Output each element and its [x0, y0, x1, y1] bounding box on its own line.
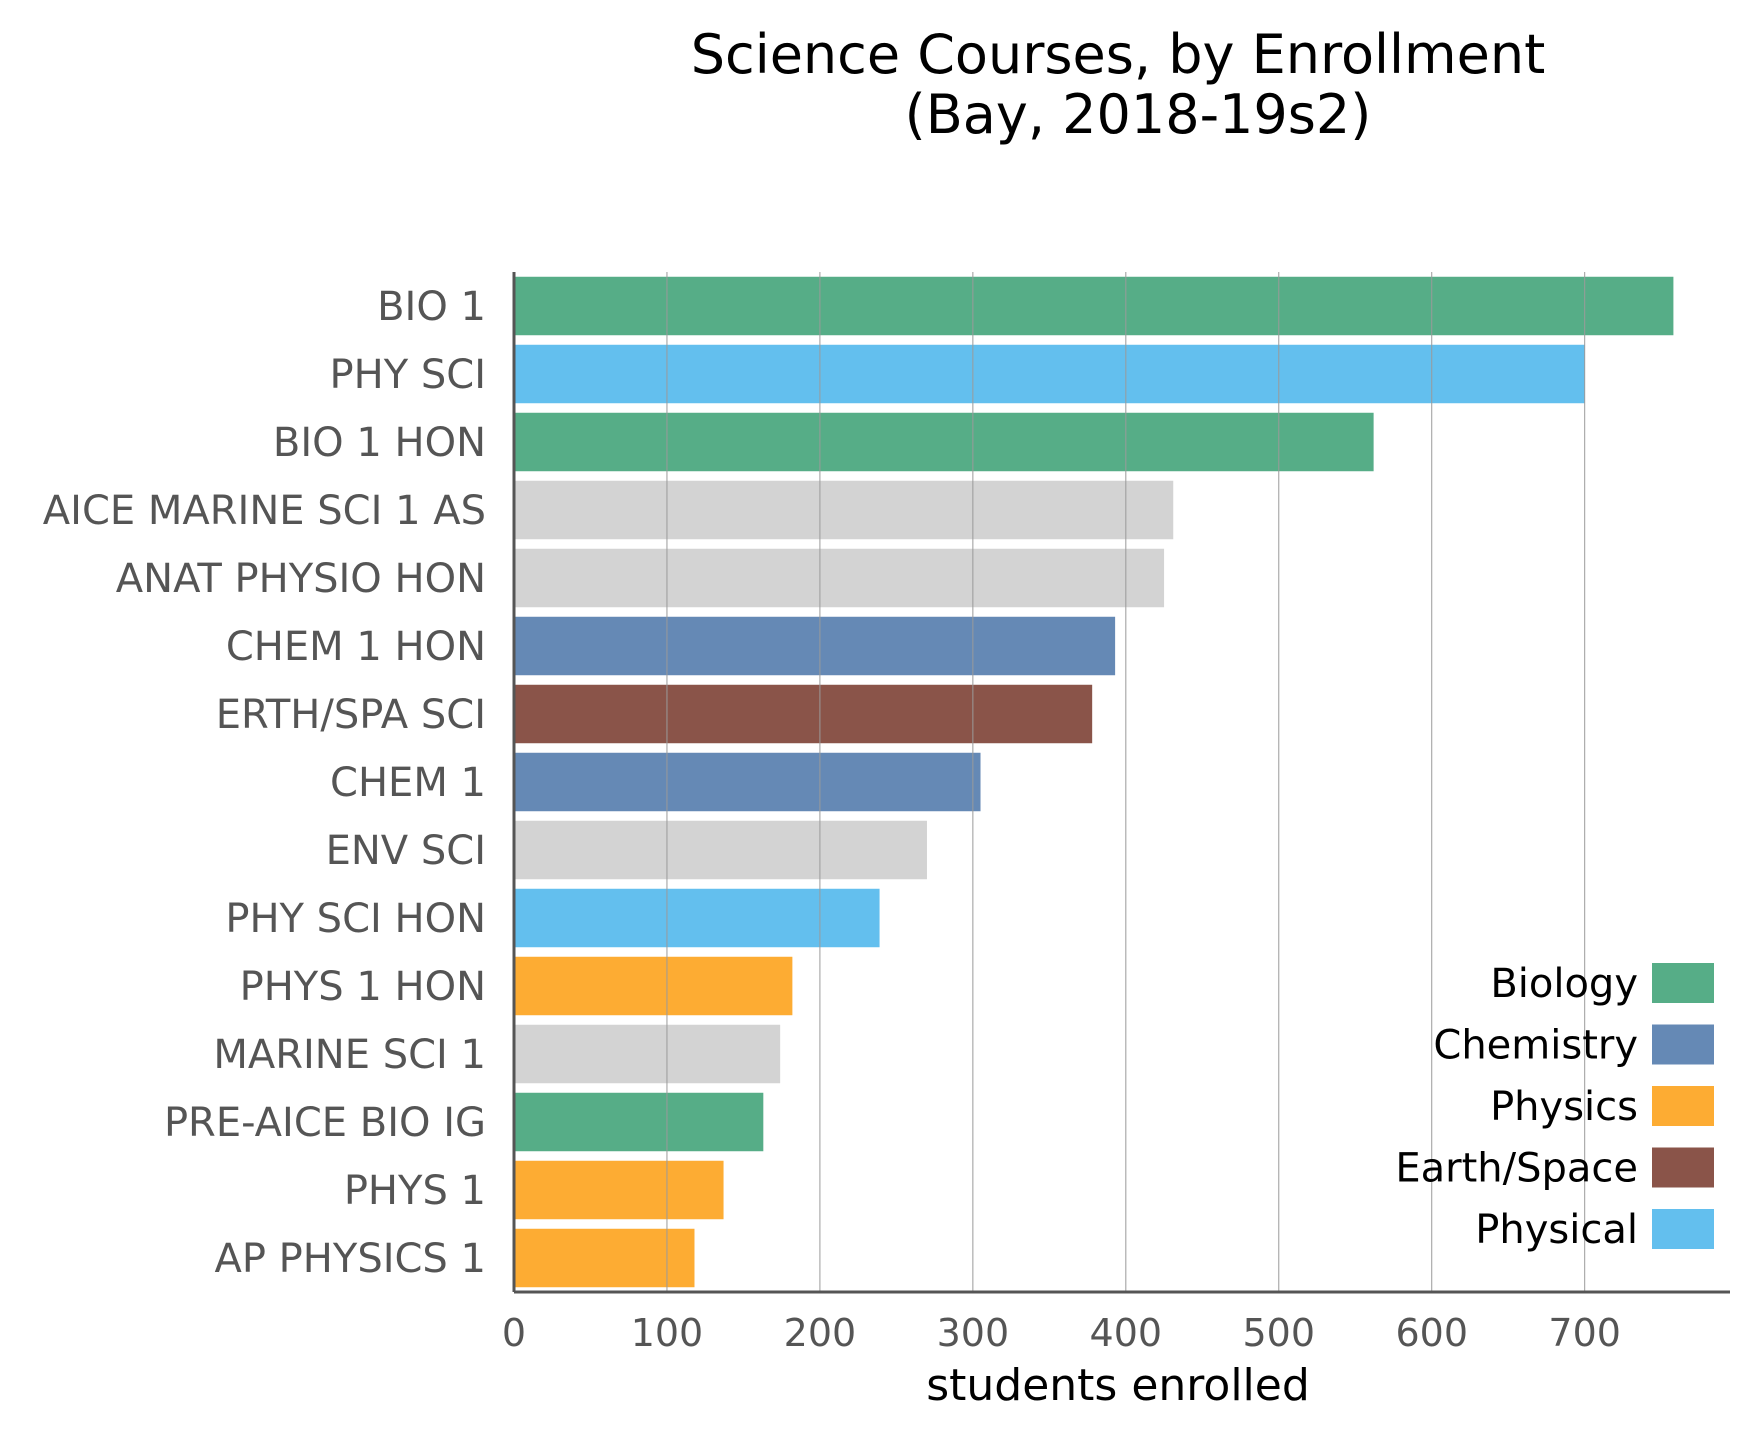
bar-chem-1-hon	[514, 616, 1116, 676]
bar-aice-marine-sci-1-as	[514, 480, 1174, 540]
bar-env-sci	[514, 820, 927, 880]
x-tick-label-500: 500	[1243, 1311, 1316, 1355]
legend-label-chemistry: Chemistry	[1433, 1023, 1638, 1069]
bar-phys-1-hon	[514, 956, 793, 1016]
x-tick-labels: 0 100 200 300 400 500 600 700	[502, 1311, 1621, 1355]
x-tick-label-700: 700	[1548, 1311, 1621, 1355]
bar-bio-1	[514, 276, 1674, 336]
legend-label-earth-space: Earth/Space	[1395, 1146, 1638, 1192]
x-tick-label-400: 400	[1090, 1311, 1163, 1355]
x-tick-label-200: 200	[784, 1311, 857, 1355]
category-label-bio-1-hon: BIO 1 HON	[273, 420, 486, 466]
legend-swatch-biology	[1652, 963, 1714, 1003]
legend-swatch-earth-space	[1652, 1147, 1714, 1188]
legend-swatch-physical	[1652, 1209, 1714, 1249]
category-label-chem-1: CHEM 1	[330, 760, 486, 806]
bar-phy-sci	[514, 344, 1585, 404]
bar-bio-1-hon	[514, 412, 1374, 472]
bar-chem-1	[514, 752, 981, 812]
chart-subtitle: (Bay, 2018-19s2)	[905, 83, 1372, 146]
bar-erth-spa-sci	[514, 684, 1093, 744]
category-labels: BIO 1 PHY SCI BIO 1 HON AICE MARINE SCI 1 A…	[43, 284, 486, 1282]
legend-label-physical: Physical	[1475, 1207, 1638, 1253]
category-label-marine-sci-1: MARINE SCI 1	[213, 1032, 486, 1078]
category-label-phy-sci-hon: PHY SCI HON	[225, 896, 486, 942]
category-label-erth-spa-sci: ERTH/SPA SCI	[216, 692, 486, 738]
legend-swatch-chemistry	[1652, 1024, 1714, 1065]
bars	[514, 276, 1674, 1288]
category-label-aice-marine-sci-1-as: AICE MARINE SCI 1 AS	[43, 488, 486, 534]
bar-phys-1	[514, 1160, 724, 1220]
legend-label-physics: Physics	[1490, 1084, 1638, 1130]
x-tick-label-600: 600	[1395, 1311, 1468, 1355]
gridlines	[666, 272, 1586, 1292]
chart-title: Science Courses, by Enrollment	[691, 23, 1546, 86]
category-label-phys-1-hon: PHYS 1 HON	[240, 964, 486, 1010]
legend-label-biology: Biology	[1490, 961, 1638, 1007]
category-label-anat-physio-hon: ANAT PHYSIO HON	[116, 556, 486, 602]
legend-swatch-physics	[1652, 1086, 1714, 1126]
x-tick-label-0: 0	[502, 1311, 526, 1355]
category-label-phy-sci: PHY SCI	[330, 352, 486, 398]
x-tick-label-100: 100	[631, 1311, 704, 1355]
x-tick-label-300: 300	[937, 1311, 1010, 1355]
bar-ap-physics-1	[514, 1228, 695, 1288]
category-label-chem-1-hon: CHEM 1 HON	[226, 624, 486, 670]
category-label-pre-aice-bio-ig: PRE-AICE BIO IG	[164, 1100, 486, 1146]
category-label-ap-physics-1: AP PHYSICS 1	[214, 1236, 486, 1282]
x-axis-title: students enrolled	[926, 1360, 1310, 1411]
category-label-env-sci: ENV SCI	[326, 828, 486, 874]
bar-pre-aice-bio-ig	[514, 1092, 764, 1152]
bar-phy-sci-hon	[514, 888, 880, 948]
category-label-bio-1: BIO 1	[377, 284, 486, 330]
bar-anat-physio-hon	[514, 548, 1165, 608]
legend: Biology Chemistry Physics Earth/Space Physic…	[1395, 961, 1714, 1253]
category-label-phys-1: PHYS 1	[344, 1168, 486, 1214]
bar-marine-sci-1	[514, 1024, 781, 1084]
